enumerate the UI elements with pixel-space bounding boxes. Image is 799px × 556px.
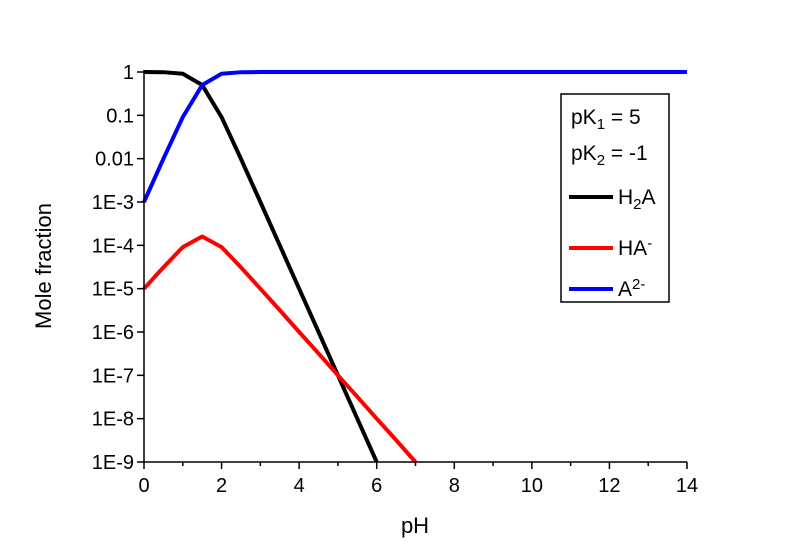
series-line-2 xyxy=(142,70,687,203)
x-tick-label: 10 xyxy=(521,475,543,497)
y-tick-label: 1E-7 xyxy=(92,365,134,387)
y-tick-label: 1E-8 xyxy=(92,409,134,431)
legend-label-0: H2A xyxy=(618,186,656,213)
legend: pK1 = 5 pK2 = -1 H2A HA- A2- xyxy=(560,93,670,303)
y-tick-label: 1 xyxy=(123,62,134,84)
x-tick-label: 14 xyxy=(676,475,698,497)
series-layer xyxy=(142,70,687,464)
y-tick-label: 1E-4 xyxy=(92,235,134,257)
pk2-annotation: pK2 = -1 xyxy=(571,142,648,169)
y-tick-label: 1E-6 xyxy=(92,322,134,344)
y-tick-label: 1E-9 xyxy=(92,452,134,474)
series-line-1 xyxy=(142,234,417,464)
legend-label-2: A2- xyxy=(618,276,645,301)
x-tick-label: 4 xyxy=(294,475,305,497)
x-tick-label: 12 xyxy=(598,475,620,497)
y-tick-label: 1E-5 xyxy=(92,279,134,301)
x-tick-label: 8 xyxy=(449,475,460,497)
x-tick-label: 6 xyxy=(371,475,382,497)
pk1-annotation: pK1 = 5 xyxy=(571,106,641,133)
x-tick-label: 0 xyxy=(138,475,149,497)
y-tick-label: 0.01 xyxy=(95,149,134,171)
y-tick-label: 0.1 xyxy=(106,105,134,127)
y-tick-label: 1E-3 xyxy=(92,192,134,214)
legend-label-1: HA- xyxy=(618,235,652,260)
x-axis-title: pH xyxy=(401,513,429,538)
y-axis-title: Mole fraction xyxy=(31,203,56,329)
x-tick-label: 2 xyxy=(216,475,227,497)
axes-layer: 0 2 4 6 8 10 12 14 1 0.1 0.01 1E-3 1E-4 1E-5 1E-6 1E-7 1… xyxy=(92,62,698,497)
